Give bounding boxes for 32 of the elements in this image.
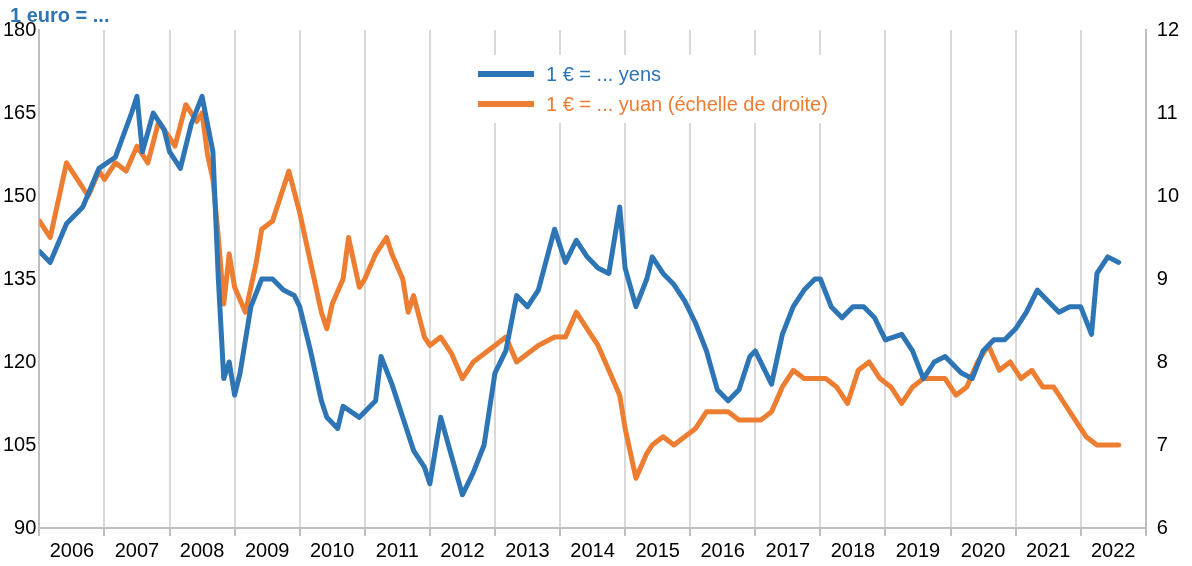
y2-tick-label: 9 <box>1156 266 1168 289</box>
y2-tick-label: 12 <box>1156 17 1179 40</box>
x-tick-label: 2021 <box>1025 538 1071 561</box>
x-tick-label: 2016 <box>700 538 745 561</box>
legend-label: 1 € = ... yens <box>546 62 662 86</box>
x-tick-label: 2011 <box>375 538 419 561</box>
x-tick-label: 2020 <box>960 538 1006 561</box>
x-tick-label: 2009 <box>244 538 290 561</box>
y2-tick-label: 7 <box>1156 432 1168 455</box>
x-tick-label: 2022 <box>1090 538 1136 561</box>
x-tick-label: 2017 <box>765 538 811 561</box>
legend-label: 1 € = ... yuan (échelle de droite) <box>546 92 828 116</box>
x-tick-label: 2015 <box>635 538 680 561</box>
x-tick-label: 2008 <box>179 538 225 561</box>
y-tick-label: 150 <box>2 183 37 206</box>
y2-tick-label: 8 <box>1156 349 1168 372</box>
x-tick-label: 2013 <box>505 538 550 561</box>
y2-tick-label: 6 <box>1156 515 1168 538</box>
x-tick-label: 2018 <box>830 538 876 561</box>
x-tick-label: 2014 <box>570 538 615 561</box>
x-tick-label: 2019 <box>895 538 941 561</box>
x-tick-label: 2010 <box>309 538 355 561</box>
x-tick-label: 2007 <box>114 538 160 561</box>
x-tick-label: 2006 <box>49 538 95 561</box>
x-tick-label: 2012 <box>440 538 485 561</box>
y-tick-label: 90 <box>14 515 37 538</box>
y-tick-label: 165 <box>2 100 37 123</box>
y2-tick-label: 10 <box>1156 183 1179 206</box>
y-tick-label: 120 <box>2 349 37 372</box>
y-tick-label: 105 <box>2 432 37 455</box>
y2-tick-label: 11 <box>1156 100 1178 123</box>
y-tick-label: 135 <box>2 266 37 289</box>
